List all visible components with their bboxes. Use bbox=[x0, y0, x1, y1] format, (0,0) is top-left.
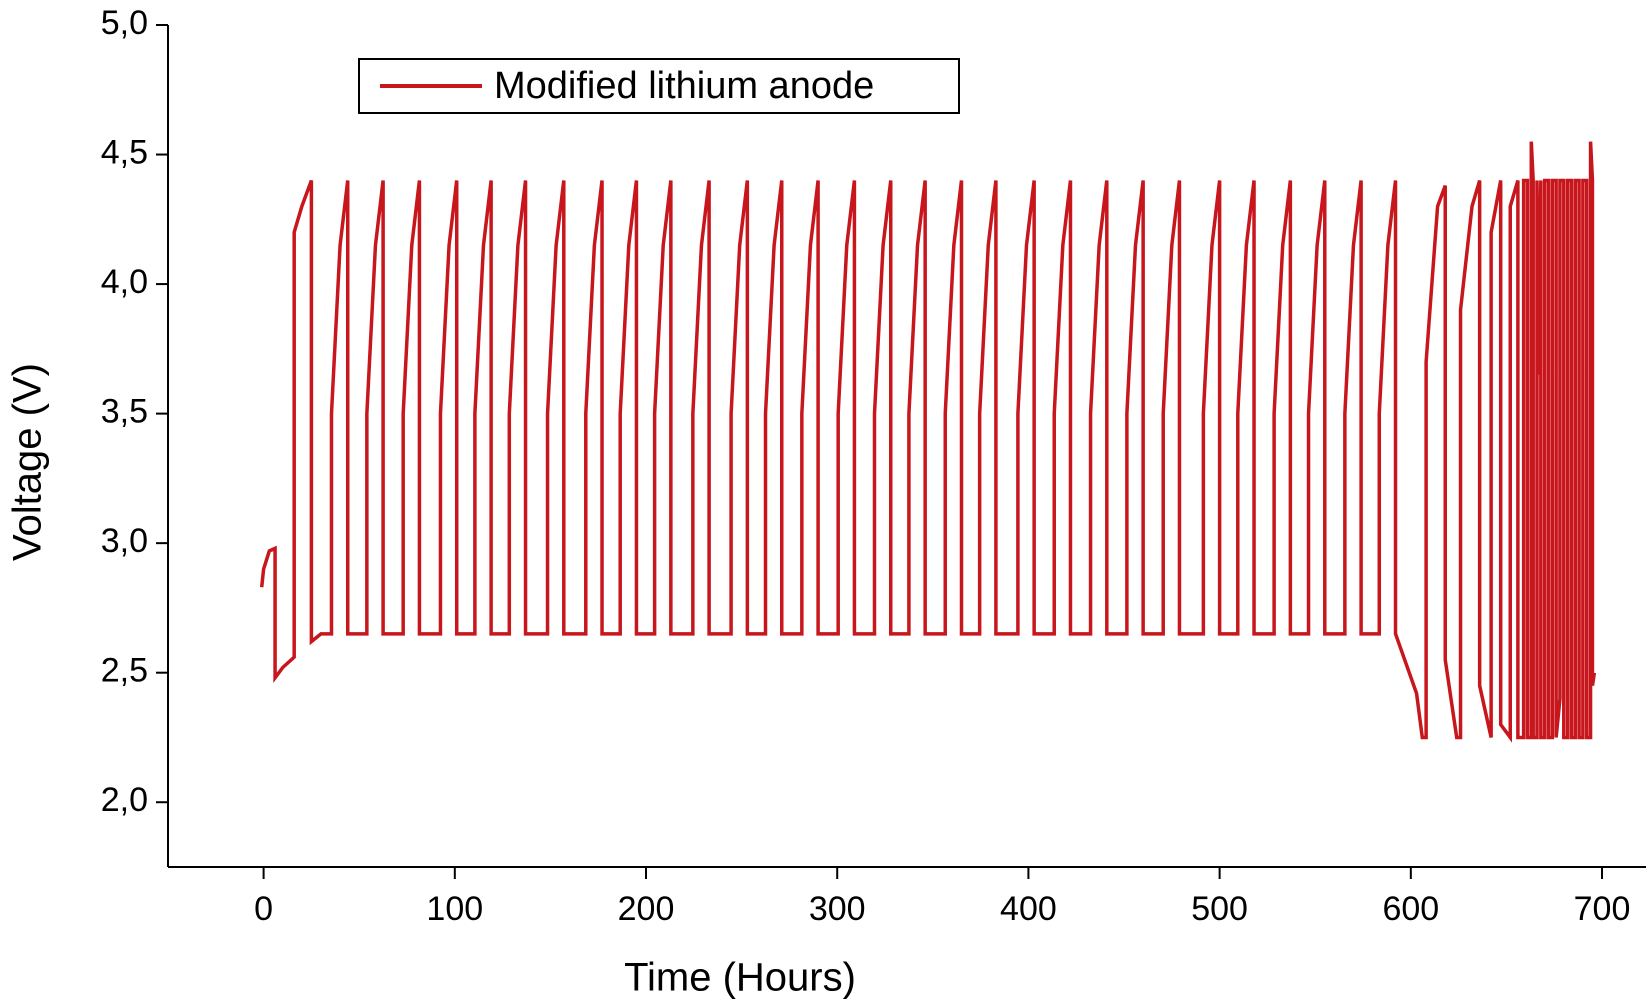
x-tick-label: 400 bbox=[1000, 890, 1057, 928]
y-tick-label: 2,0 bbox=[101, 781, 148, 819]
x-tick-label: 600 bbox=[1382, 890, 1439, 928]
y-axis-title: Voltage (V) bbox=[6, 363, 50, 561]
y-tick-label: 4,5 bbox=[101, 134, 148, 172]
x-tick-label: 200 bbox=[618, 890, 675, 928]
y-tick-label: 5,0 bbox=[101, 4, 148, 42]
data-line bbox=[259, 141, 1597, 743]
x-axis-title: Time (Hours) bbox=[624, 956, 856, 1000]
x-tick-label: 700 bbox=[1574, 890, 1631, 928]
legend: Modified lithium anode bbox=[358, 58, 960, 114]
x-tick-label: 300 bbox=[809, 890, 866, 928]
x-tick-label: 100 bbox=[426, 890, 483, 928]
x-tick-label: 500 bbox=[1191, 890, 1248, 928]
y-tick-label: 4,0 bbox=[101, 263, 148, 301]
y-tick-label: 3,5 bbox=[101, 393, 148, 431]
x-tick-label: 0 bbox=[254, 890, 273, 928]
y-tick-label: 3,0 bbox=[101, 522, 148, 560]
legend-label: Modified lithium anode bbox=[494, 65, 874, 107]
y-tick-label: 2,5 bbox=[101, 652, 148, 690]
